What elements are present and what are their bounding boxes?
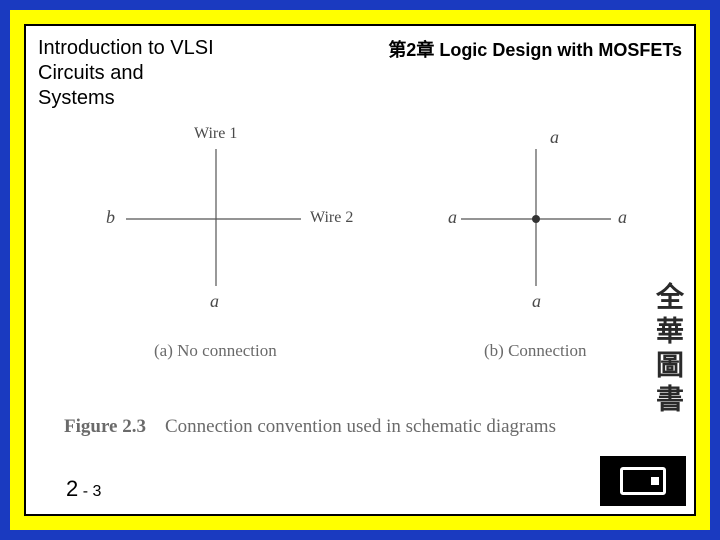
caption-a: (a) No connection <box>154 341 277 361</box>
page-sep: - <box>78 483 92 500</box>
left-b-label: b <box>106 207 115 228</box>
wire2-label: Wire 2 <box>310 209 353 227</box>
left-a-label: a <box>210 291 219 312</box>
wire1-label: Wire 1 <box>194 125 237 143</box>
diagram-connection <box>436 131 636 311</box>
slide-inner-frame: Introduction to VLSI Circuits and System… <box>24 24 696 516</box>
right-right-a: a <box>618 207 627 228</box>
figure-label: Figure 2.3 <box>64 416 146 437</box>
publisher-vertical-text: 全華圖書 <box>648 282 688 418</box>
figure-diagram: Wire 1 Wire 2 b a (a) No connection a a … <box>96 131 636 381</box>
caption-b: (b) Connection <box>484 341 586 361</box>
chapter-title: 第2章 Logic Design with MOSFETs <box>388 36 682 62</box>
right-left-a: a <box>448 207 457 228</box>
page-number: 2 - 3 <box>66 476 101 502</box>
right-bottom-a: a <box>532 291 541 312</box>
publisher-logo <box>600 456 686 506</box>
logo-icon <box>620 467 666 495</box>
page-minor: 3 <box>92 483 101 500</box>
figure-text: Connection convention used in schematic … <box>165 416 556 437</box>
figure-caption: Figure 2.3 Connection convention used in… <box>64 416 556 438</box>
page-major: 2 <box>66 476 78 501</box>
diagram-no-connection <box>96 131 326 311</box>
slide-outer-frame: Introduction to VLSI Circuits and System… <box>0 0 720 540</box>
right-top-a: a <box>550 127 559 148</box>
book-title: Introduction to VLSI Circuits and System… <box>38 36 218 111</box>
